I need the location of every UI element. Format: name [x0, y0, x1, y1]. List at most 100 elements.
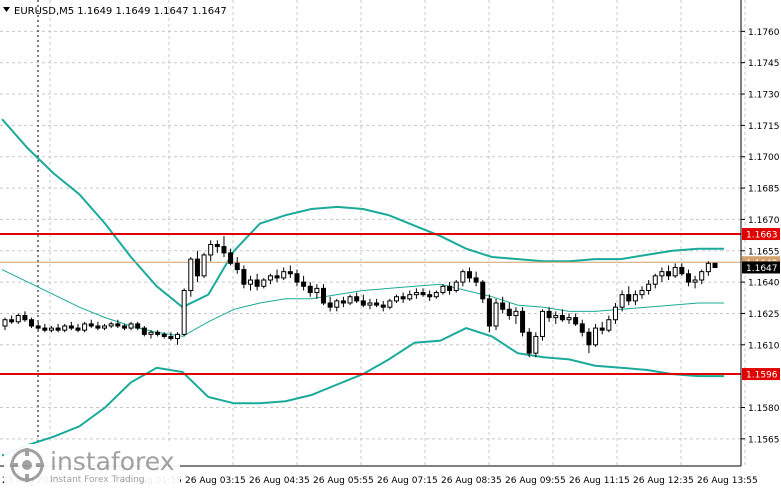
candle-bullish — [201, 254, 207, 277]
candle-bearish — [466, 271, 472, 279]
y-tick-label: 1.1625 — [748, 310, 780, 320]
candle-bearish — [473, 277, 479, 283]
candle-bearish — [294, 273, 300, 283]
x-tick-label: 26 Aug 04:35 — [249, 476, 310, 486]
candle-bearish — [287, 271, 293, 275]
candle-bullish — [108, 323, 114, 327]
candle-bullish — [208, 243, 214, 256]
x-tick-label: 26 Aug 09:55 — [505, 476, 566, 486]
x-tick-label: 26 Aug 08:35 — [441, 476, 502, 486]
candle-bearish — [506, 308, 512, 317]
y-tick-label: 1.1670 — [748, 216, 780, 226]
x-tick-label: 26 Aug 12:35 — [633, 476, 694, 486]
candle-bullish — [566, 317, 572, 321]
candle-bearish — [327, 302, 333, 308]
y-tick-label: 1.1745 — [748, 59, 780, 69]
candle-bearish — [666, 271, 672, 277]
candle-bearish — [520, 310, 526, 333]
candle-bearish — [121, 325, 127, 329]
candle-bearish — [194, 258, 200, 277]
y-tick-label: 1.1565 — [748, 435, 780, 445]
candle-bullish — [539, 310, 545, 337]
candle-bullish — [652, 275, 658, 285]
candle-bearish — [685, 273, 691, 283]
current-price-tag — [742, 261, 780, 274]
candle-bearish — [228, 252, 234, 264]
candle-bearish — [234, 262, 240, 271]
candle-bearish — [241, 269, 247, 285]
level-price-tag — [742, 228, 780, 241]
y-tick-label: 1.1715 — [748, 122, 780, 132]
candle-bullish — [181, 289, 187, 335]
x-tick-label: 26 Aug 05:55 — [313, 476, 374, 486]
y-tick-label: 1.1655 — [748, 247, 780, 257]
candle-bullish — [175, 333, 181, 340]
bollinger-upper-band — [1, 118, 724, 309]
candle-bullish — [347, 296, 353, 304]
candle-bearish — [221, 246, 227, 254]
y-tick-label: 1.1760 — [748, 28, 780, 38]
candle-bearish — [29, 319, 35, 327]
candle-bearish — [380, 304, 386, 308]
candle-bearish — [35, 325, 41, 329]
candle-bullish — [699, 271, 705, 281]
watermark-brand: instaforex — [50, 447, 175, 476]
candle-bearish — [301, 281, 307, 287]
watermark: instaforex Instant Forex Trading — [4, 444, 180, 488]
candle-bullish — [48, 327, 54, 331]
candle-bearish — [115, 323, 121, 327]
y-tick-label: 1.1700 — [748, 153, 780, 163]
candle-bearish — [155, 331, 161, 335]
instaforex-logo-icon — [10, 448, 44, 482]
candle-bearish — [55, 327, 61, 331]
candle-bearish — [307, 285, 313, 294]
candle-bearish — [22, 315, 28, 321]
candle-bearish — [214, 243, 220, 248]
chart-title: EURUSD,M5 1.1649 1.1649 1.1647 1.1647 — [14, 6, 227, 17]
candle-bearish — [480, 281, 486, 300]
candle-bullish — [393, 296, 399, 302]
bollinger-middle-band — [1, 269, 724, 337]
candle-bearish — [579, 323, 585, 333]
candle-bullish — [102, 325, 108, 329]
candle-bearish — [486, 298, 492, 327]
candle-bullish — [367, 302, 373, 306]
candle-bullish — [460, 271, 466, 283]
candle-bearish — [420, 292, 426, 296]
candle-bullish — [281, 271, 287, 279]
candle-bullish — [606, 319, 612, 331]
y-tick-label: 1.1730 — [748, 91, 780, 101]
y-tick-label: 1.1640 — [748, 279, 780, 289]
candle-bullish — [407, 294, 413, 300]
candle-bearish — [679, 266, 685, 275]
candle-bullish — [533, 335, 539, 354]
candlesticks — [2, 236, 718, 358]
candle-bearish — [9, 319, 15, 323]
candle-bearish — [599, 327, 605, 331]
candle-bullish — [639, 289, 645, 296]
candle-bullish — [128, 323, 134, 329]
candle-bearish — [95, 325, 101, 329]
collapse-triangle-icon[interactable] — [3, 7, 10, 12]
candle-bearish — [135, 323, 141, 329]
x-tick-label: 26 Aug 13:55 — [697, 476, 758, 486]
candle-bearish — [141, 327, 147, 335]
y-tick-label: 1.1610 — [748, 341, 780, 351]
candle-bullish — [632, 294, 638, 302]
candle-bearish — [526, 331, 532, 354]
candle-bullish — [267, 275, 273, 281]
candle-bearish — [447, 285, 453, 291]
y-tick-label: 1.1685 — [748, 185, 780, 195]
candle-bullish — [334, 300, 340, 308]
candle-bearish — [168, 335, 174, 340]
candle-bullish — [248, 279, 254, 285]
candle-bullish — [433, 292, 439, 298]
candle-bullish — [261, 279, 267, 287]
candle-bearish — [340, 300, 346, 304]
candle-bullish — [453, 281, 459, 291]
candle-bullish — [593, 327, 599, 346]
